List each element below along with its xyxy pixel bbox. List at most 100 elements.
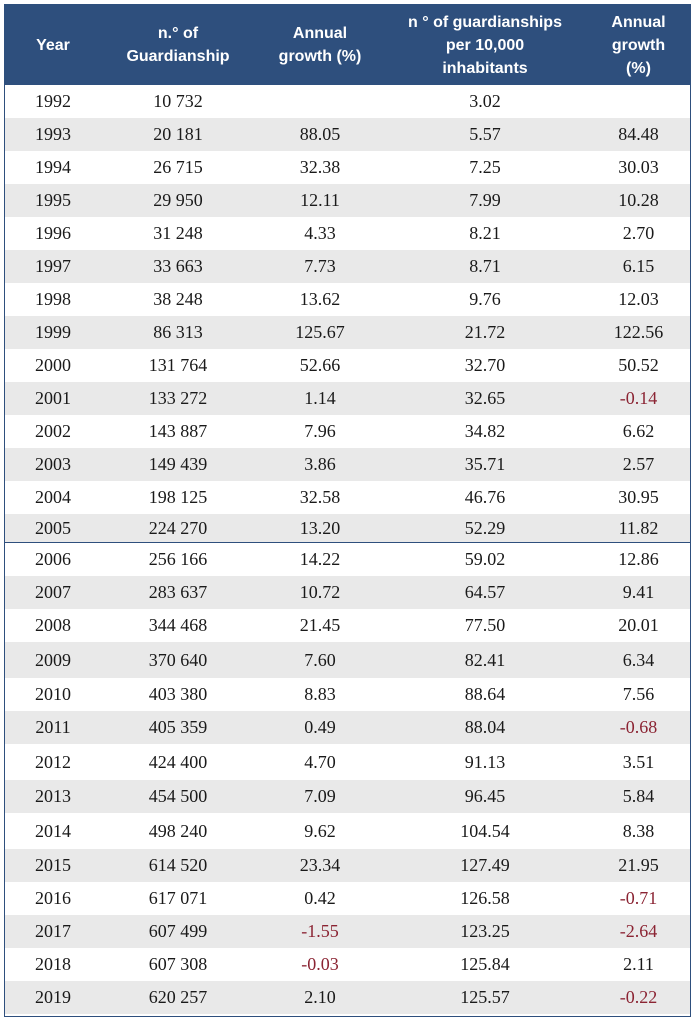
- cell-year: 1998: [35, 289, 71, 309]
- cell-annual-growth-per-10000: -0.71: [619, 888, 658, 908]
- table-row: 2019 620 257 2.10 125.57 -0.22: [5, 981, 690, 1014]
- cell-annual-growth: 3.86: [304, 454, 336, 474]
- cell-annual-growth: 4.70: [304, 751, 336, 772]
- cell-annual-growth-per-10000: 5.84: [622, 786, 655, 806]
- cell-guardianship: 149 439: [148, 454, 208, 474]
- cell-year: 1996: [35, 223, 71, 243]
- cell-annual-growth: [255, 85, 385, 118]
- cell-per-10000: 127.49: [460, 855, 510, 875]
- table-row: 1999 86 313 125.67 21.72 122.56: [5, 316, 690, 349]
- cell-guardianship: 403 380: [148, 684, 208, 704]
- cell-year: 2013: [35, 786, 71, 806]
- cell-guardianship: 29 950: [153, 190, 203, 210]
- cell-per-10000: 82.41: [464, 649, 506, 670]
- cell-per-10000: 64.57: [464, 582, 506, 602]
- cell-per-10000: 7.25: [469, 157, 501, 177]
- cell-per-10000: 59.02: [464, 549, 506, 569]
- cell-annual-growth: 88.05: [299, 124, 341, 144]
- cell-per-10000: 126.58: [460, 888, 510, 908]
- cell-year: 2016: [35, 888, 71, 908]
- table-row: 1998 38 248 13.62 9.76 12.03: [5, 283, 690, 316]
- cell-annual-growth: 13.20: [299, 518, 341, 538]
- cell-year: 2009: [35, 649, 71, 670]
- cell-annual-growth-per-10000: 8.38: [622, 820, 655, 841]
- header-year: Year: [36, 36, 70, 54]
- table-row: 2016 617 071 0.42 126.58 -0.71: [5, 882, 690, 915]
- cell-annual-growth-per-10000: 12.86: [618, 549, 659, 569]
- cell-year: 2001: [35, 388, 71, 408]
- header-per-10000: n ° of guardianships per 10,000 inhabita…: [408, 13, 562, 77]
- cell-per-10000: 96.45: [464, 786, 506, 806]
- cell-per-10000: 21.72: [464, 322, 506, 342]
- cell-guardianship: 33 663: [153, 256, 203, 276]
- cell-annual-growth: 9.62: [304, 820, 336, 841]
- cell-annual-growth-per-10000: 50.52: [618, 355, 659, 375]
- cell-guardianship: 133 272: [148, 388, 208, 408]
- cell-annual-growth-per-10000: 30.03: [618, 157, 659, 177]
- header-annual-growth: Annual growth (%): [278, 25, 362, 65]
- cell-guardianship: 344 468: [148, 615, 208, 635]
- cell-per-10000: 88.04: [464, 717, 506, 737]
- guardianship-table: Year n.° of Guardianship Annual growth (…: [4, 4, 691, 1017]
- table-row: 2014 498 240 9.62 104.54 8.38: [5, 813, 690, 849]
- table-header: Year n.° of Guardianship Annual growth (…: [5, 5, 690, 85]
- cell-guardianship: 131 764: [148, 355, 208, 375]
- table-row: 2017 607 499 -1.55 123.25 -2.64: [5, 915, 690, 948]
- table-row: 2005 224 270 13.20 52.29 11.82: [5, 514, 690, 543]
- cell-per-10000: 34.82: [464, 421, 506, 441]
- cell-year: 2007: [35, 582, 71, 602]
- table-row: 1994 26 715 32.38 7.25 30.03: [5, 151, 690, 184]
- cell-guardianship: 283 637: [148, 582, 208, 602]
- cell-guardianship: 405 359: [148, 717, 208, 737]
- table-row: 1993 20 181 88.05 5.57 84.48: [5, 118, 690, 151]
- cell-annual-growth-per-10000: 20.01: [618, 615, 659, 635]
- cell-guardianship: 224 270: [148, 518, 208, 538]
- cell-per-10000: 52.29: [464, 518, 506, 538]
- cell-per-10000: 9.76: [469, 289, 501, 309]
- table-row: 2000 131 764 52.66 32.70 50.52: [5, 349, 690, 382]
- cell-annual-growth-per-10000: 122.56: [613, 322, 664, 342]
- table-row: 2003 149 439 3.86 35.71 2.57: [5, 448, 690, 481]
- cell-per-10000: 91.13: [464, 751, 506, 772]
- cell-guardianship: 617 071: [148, 888, 208, 908]
- cell-annual-growth: 13.62: [299, 289, 341, 309]
- cell-year: 2008: [35, 615, 71, 635]
- cell-per-10000: 35.71: [464, 454, 506, 474]
- cell-per-10000: 46.76: [464, 487, 506, 507]
- table-row: 2010 403 380 8.83 88.64 7.56: [5, 678, 690, 711]
- cell-annual-growth-per-10000: 2.70: [622, 223, 655, 243]
- cell-guardianship: 256 166: [148, 549, 208, 569]
- cell-year: 1992: [35, 91, 71, 111]
- cell-per-10000: 8.71: [469, 256, 501, 276]
- cell-per-10000: 7.99: [469, 190, 501, 210]
- cell-guardianship: 620 257: [148, 987, 208, 1007]
- cell-annual-growth: 7.09: [304, 786, 336, 806]
- table-row: 2012 424 400 4.70 91.13 3.51: [5, 744, 690, 780]
- cell-per-10000: 8.21: [469, 223, 501, 243]
- cell-annual-growth-per-10000: 6.15: [622, 256, 655, 276]
- cell-guardianship: 86 313: [153, 322, 203, 342]
- cell-guardianship: 20 181: [153, 124, 203, 144]
- cell-annual-growth-per-10000: 12.03: [618, 289, 659, 309]
- cell-annual-growth: -1.55: [301, 921, 339, 941]
- cell-annual-growth: 1.14: [304, 388, 336, 408]
- cell-year: 2018: [35, 954, 71, 974]
- cell-annual-growth-per-10000: 10.28: [618, 190, 659, 210]
- section-divider: [5, 542, 690, 543]
- table-row: 2007 283 637 10.72 64.57 9.41: [5, 576, 690, 609]
- cell-annual-growth: 125.67: [295, 322, 345, 342]
- cell-guardianship: 10 732: [153, 91, 203, 111]
- cell-year: 1995: [35, 190, 71, 210]
- cell-annual-growth: 52.66: [299, 355, 341, 375]
- cell-per-10000: 32.70: [464, 355, 506, 375]
- cell-year: 2014: [35, 820, 71, 841]
- cell-year: 2006: [35, 549, 71, 569]
- table-row: 1997 33 663 7.73 8.71 6.15: [5, 250, 690, 283]
- cell-annual-growth-per-10000: 2.57: [622, 454, 655, 474]
- table-row: 2009 370 640 7.60 82.41 6.34: [5, 642, 690, 678]
- cell-annual-growth: 32.38: [299, 157, 341, 177]
- cell-year: 2000: [35, 355, 71, 375]
- table-row: 2001 133 272 1.14 32.65 -0.14: [5, 382, 690, 415]
- cell-annual-growth-per-10000: 30.95: [618, 487, 659, 507]
- cell-year: 2010: [35, 684, 71, 704]
